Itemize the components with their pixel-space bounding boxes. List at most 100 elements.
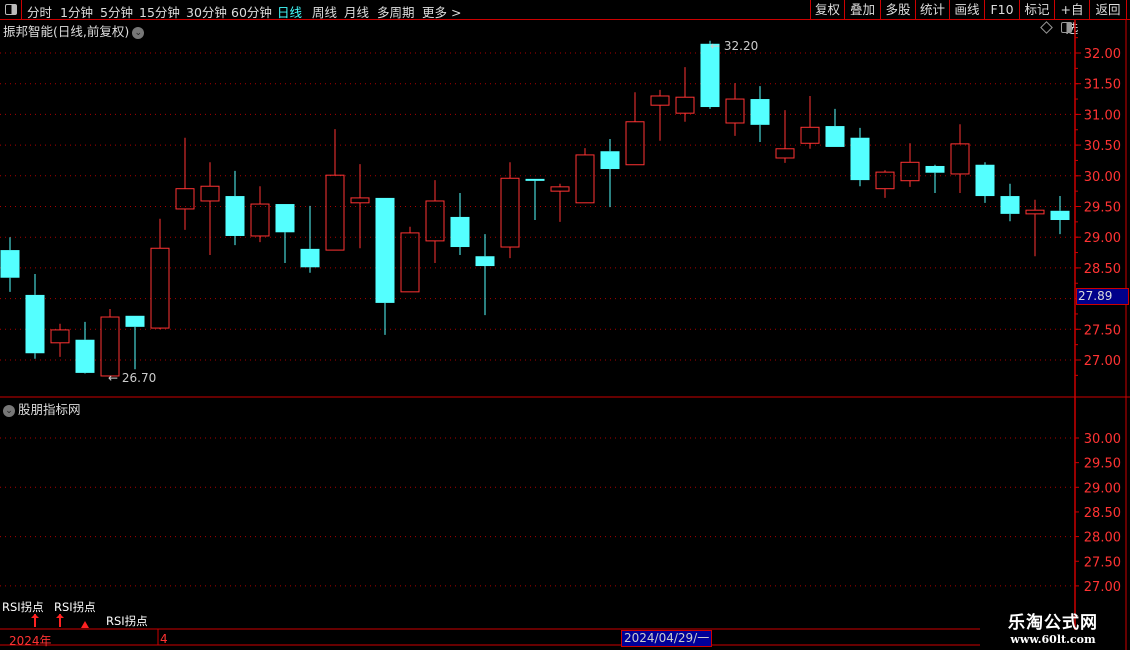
period-tab[interactable]: 30分钟 (186, 5, 227, 20)
y-tick-label: 28.50 (1084, 262, 1121, 277)
y-tick-label: 28.50 (1084, 506, 1121, 521)
candle-body-down (300, 248, 320, 268)
y-tick-label: 29.00 (1084, 231, 1121, 246)
high-price-label: ← 32.20 (710, 39, 758, 53)
candle-body-down (750, 99, 770, 125)
candle-body-down (1000, 196, 1020, 214)
adjust-button[interactable]: 复权 (810, 0, 844, 19)
stock-title-text: 振邦智能(日线,前复权) (3, 24, 130, 39)
candle-body-up (50, 329, 70, 344)
y-tick-label: 30.50 (1084, 139, 1121, 154)
cursor-date: 2024/04/29/一 (621, 630, 713, 647)
period-tab[interactable]: 周线 (312, 5, 338, 20)
period-tab[interactable]: 1分钟 (60, 5, 93, 20)
period-tab[interactable]: 60分钟 (231, 5, 272, 20)
period-tab[interactable]: 5分钟 (100, 5, 133, 20)
candle-body-down (125, 315, 145, 327)
candle-body-down (825, 126, 845, 147)
y-tick-label: 30.00 (1084, 432, 1121, 447)
indicator-title-text: 股朋指标网 (18, 402, 81, 417)
draw-line-button[interactable]: 画线 (949, 0, 984, 19)
candle-body-up (425, 200, 445, 242)
candle-body-down (375, 197, 395, 303)
panel-toggle-icon[interactable] (1061, 22, 1072, 33)
up-arrow-icon (31, 614, 39, 618)
candle-body-up (250, 203, 270, 237)
rsi-signal-label: RSI拐点 (2, 600, 44, 614)
candle-body-up (350, 197, 370, 204)
candle-body-up (875, 171, 895, 190)
f10-button[interactable]: F10 (984, 0, 1019, 19)
candle-body-up (150, 247, 170, 329)
more-periods[interactable]: 更多 > (422, 5, 462, 20)
y-tick-label: 27.00 (1084, 580, 1121, 595)
up-triangle-icon (81, 621, 89, 628)
up-arrow-icon (56, 614, 64, 618)
low-price-label: ← 26.70 (108, 371, 156, 385)
candle-body-down (850, 137, 870, 181)
candle-body-down (975, 164, 995, 197)
multi-stock-button[interactable]: 多股 (880, 0, 915, 19)
watermark-name: 乐淘公式网 (1008, 613, 1098, 633)
candle-body-down (600, 151, 620, 170)
candle-body-down (525, 178, 545, 181)
candle-body-up (100, 316, 120, 377)
y-tick-label: 28.00 (1084, 531, 1121, 546)
candle-body-down (275, 204, 295, 233)
candle-body-up (1025, 209, 1045, 215)
y-tick-label: 27.50 (1084, 323, 1121, 338)
candle-body-up (625, 121, 645, 166)
candle-body-up (900, 161, 920, 182)
period-tab[interactable]: 月线 (344, 5, 370, 20)
overlay-button[interactable]: 叠加 (844, 0, 880, 19)
watermark-url: www.60lt.com (1010, 633, 1096, 646)
chevron-down-icon[interactable]: ⌄ (132, 26, 145, 39)
candle-body-down (25, 294, 45, 354)
candle-body-up (550, 186, 570, 192)
candle-body-up (675, 96, 695, 114)
y-tick-label: 29.50 (1084, 201, 1121, 216)
cursor-price-label: 27.89 (1076, 288, 1129, 305)
stock-title[interactable]: 振邦智能(日线,前复权) ⌄ (3, 21, 145, 40)
candle-body-down (700, 43, 720, 108)
y-tick-label: 27.00 (1084, 354, 1121, 369)
candle-body-up (650, 95, 670, 106)
candle-body-down (0, 250, 20, 278)
rsi-signal-label: RSI拐点 (106, 614, 148, 628)
watermark-logo: 乐淘公式网 www.60lt.com (998, 608, 1108, 646)
candle-body-down (450, 216, 470, 248)
y-tick-label: 27.50 (1084, 555, 1121, 570)
candle-body-down (225, 196, 245, 236)
candle-body-up (400, 232, 420, 293)
candle-body-down (925, 165, 945, 173)
chevron-down-icon[interactable]: ⌄ (3, 404, 15, 417)
candle-body-up (775, 148, 795, 159)
period-tab[interactable]: 分时 (27, 5, 53, 20)
candle-body-up (950, 143, 970, 175)
date-year: 2024年 (9, 634, 52, 648)
candle-body-down (475, 256, 495, 267)
candle-body-up (500, 177, 520, 248)
candle-body-up (575, 154, 595, 204)
y-tick-label: 32.00 (1084, 47, 1121, 62)
candle-body-up (200, 185, 220, 202)
period-tab[interactable]: 15分钟 (139, 5, 180, 20)
y-tick-label: 29.00 (1084, 481, 1121, 496)
candle-body-up (800, 126, 820, 144)
candle-body-down (75, 339, 95, 373)
statistics-button[interactable]: 统计 (915, 0, 949, 19)
date-month: 4 (160, 632, 168, 646)
mark-button[interactable]: 标记 (1019, 0, 1054, 19)
period-tab[interactable]: 多周期 (377, 5, 415, 20)
sidebar-toggle-icon[interactable] (0, 0, 22, 19)
period-tab-daily[interactable]: 日线 (277, 5, 303, 20)
indicator-title[interactable]: ⌄ 股朋指标网 (3, 399, 81, 418)
y-tick-label: 29.50 (1084, 457, 1121, 472)
candle-body-up (175, 188, 195, 210)
back-button[interactable]: 返回 (1089, 0, 1127, 19)
y-tick-label: 31.50 (1084, 78, 1121, 93)
candle-body-up (325, 174, 345, 251)
candle-body-down (1050, 210, 1070, 221)
y-tick-label: 31.00 (1084, 108, 1121, 123)
